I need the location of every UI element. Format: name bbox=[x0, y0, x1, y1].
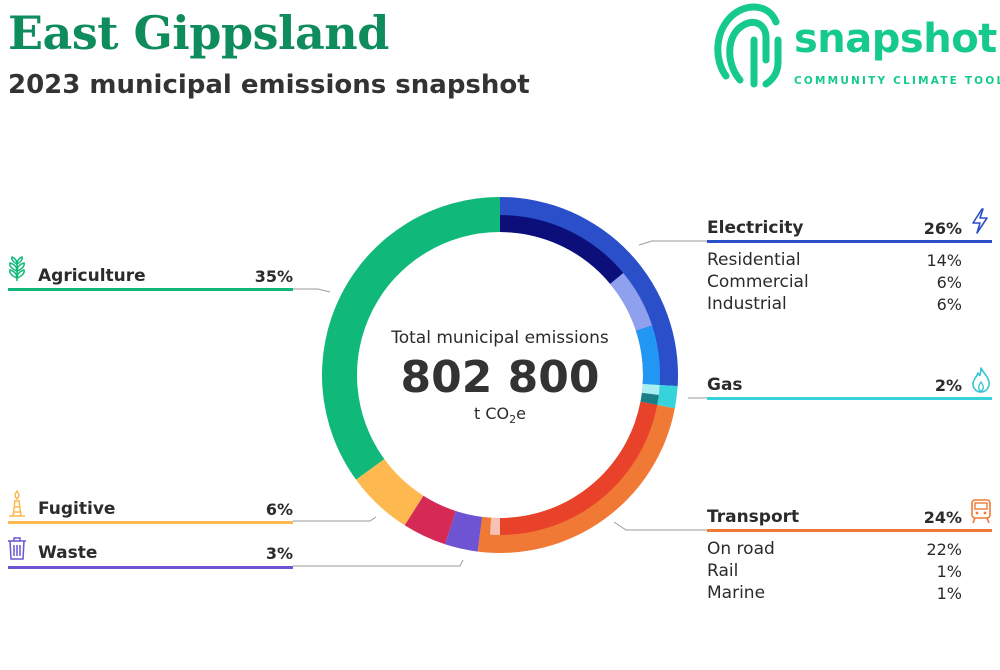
page-subtitle: 2023 municipal emissions snapshot bbox=[8, 70, 530, 100]
electricity-sub-commercial-label: Commercial bbox=[707, 272, 809, 292]
leader-line-fugitive bbox=[293, 516, 377, 522]
trash-icon bbox=[8, 537, 26, 560]
flame-icon bbox=[972, 367, 990, 393]
gas-underline bbox=[707, 397, 992, 400]
transport-label: Transport bbox=[707, 507, 800, 527]
electricity-sub-industrial-pct: 6% bbox=[936, 295, 962, 314]
electricity-sub-residential-label: Residential bbox=[707, 250, 801, 270]
transport-sub-onroad-label: On road bbox=[707, 539, 775, 559]
electricity-sub-commercial-pct: 6% bbox=[936, 273, 962, 292]
subslice-electricity-industrial-2 bbox=[636, 325, 660, 386]
donut-group bbox=[322, 197, 678, 553]
leader-line-transport bbox=[613, 521, 708, 531]
subslice-electricity-residential-0 bbox=[500, 215, 624, 284]
lightning-icon bbox=[972, 208, 988, 234]
transport-sub-marine-label: Marine bbox=[707, 583, 766, 603]
total-emissions-unit: t CO2e bbox=[350, 404, 650, 426]
waste-pct: 3% bbox=[265, 544, 293, 563]
logo-tagline: COMMUNITY CLIMATE TOOL bbox=[794, 75, 1000, 87]
transport-sub-marine-pct: 1% bbox=[936, 584, 962, 603]
fugitive-underline bbox=[8, 521, 293, 524]
electricity-sub-residential-pct: 14% bbox=[926, 251, 962, 270]
electricity-pct: 26% bbox=[923, 219, 962, 238]
subslice-transport-marine-2 bbox=[479, 516, 492, 535]
waste-underline bbox=[8, 566, 293, 569]
electricity-label: Electricity bbox=[707, 218, 804, 238]
transport-underline bbox=[707, 529, 992, 532]
plant-icon bbox=[9, 256, 25, 281]
center-title: Total municipal emissions bbox=[391, 328, 609, 348]
transport-sub-rail-label: Rail bbox=[707, 561, 739, 581]
transport-sub-rail-pct: 1% bbox=[936, 562, 962, 581]
agriculture-label: Agriculture bbox=[38, 266, 146, 286]
slice-transport bbox=[477, 401, 675, 553]
flare-tower-icon bbox=[9, 490, 25, 517]
fugitive-pct: 6% bbox=[265, 500, 293, 519]
subslice-gas-unlabeled-1 bbox=[640, 392, 659, 405]
subslice-transport-on-road-0 bbox=[500, 401, 658, 535]
slice-agriculture bbox=[322, 197, 500, 480]
slice-unlabeled-4 bbox=[404, 495, 456, 545]
fugitive-label: Fugitive bbox=[38, 499, 116, 519]
waste-label: Waste bbox=[38, 543, 98, 563]
fingerprint-icon bbox=[714, 3, 782, 88]
agriculture-underline bbox=[8, 288, 293, 291]
subslice-transport-rail-1 bbox=[489, 517, 500, 535]
total-emissions-value: 802 800 bbox=[400, 352, 600, 403]
transport-sub-onroad-pct: 22% bbox=[926, 540, 962, 559]
unit-prefix: t CO bbox=[474, 404, 510, 423]
slice-fugitive bbox=[355, 459, 424, 526]
train-icon bbox=[971, 499, 991, 524]
electricity-sub-industrial-label: Industrial bbox=[707, 294, 787, 314]
unit-suffix: e bbox=[516, 404, 526, 423]
gas-pct: 2% bbox=[934, 376, 962, 395]
logo-wordmark: snapshot bbox=[794, 16, 997, 62]
agriculture-pct: 35% bbox=[254, 267, 293, 286]
leader-line-agriculture bbox=[293, 288, 331, 293]
electricity-underline bbox=[707, 240, 992, 243]
gas-label: Gas bbox=[707, 375, 743, 395]
page-title: East Gippsland bbox=[8, 6, 389, 60]
subslice-gas-unlabeled-0 bbox=[641, 383, 660, 396]
slice-electricity bbox=[500, 197, 678, 387]
leader-line-waste bbox=[293, 559, 464, 567]
leader-line-electricity bbox=[638, 240, 708, 246]
transport-pct: 24% bbox=[923, 508, 962, 527]
slice-waste bbox=[444, 511, 483, 552]
snapshot-logo: snapshot COMMUNITY CLIMATE TOOL bbox=[712, 0, 1000, 95]
unit-subscript: 2 bbox=[509, 413, 517, 427]
subslice-electricity-commercial-1 bbox=[610, 273, 653, 331]
